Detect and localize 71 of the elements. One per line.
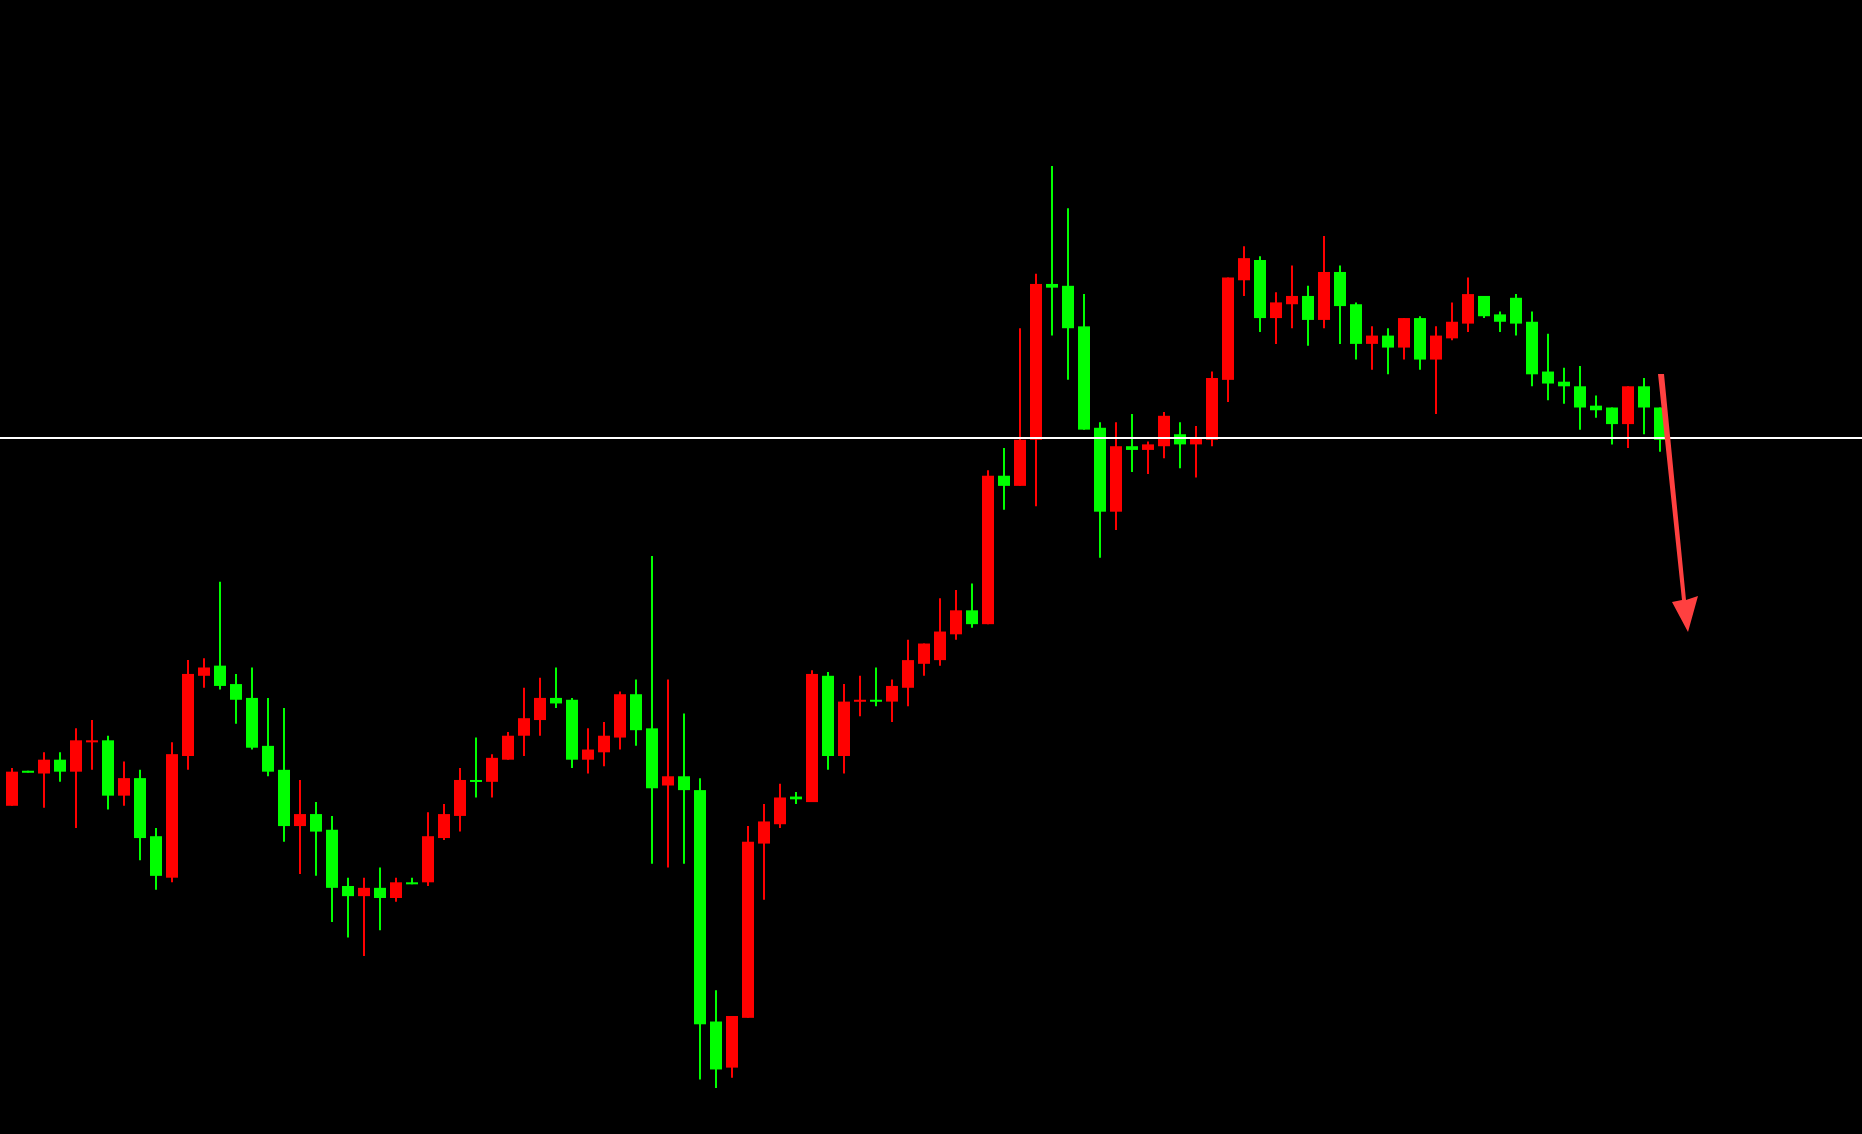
candlestick [1046, 164, 1058, 337]
candlestick [1398, 317, 1410, 361]
candlestick [886, 678, 898, 723]
candlestick [518, 686, 530, 757]
candlestick [1302, 284, 1314, 347]
candlestick [470, 736, 482, 799]
candlestick [342, 876, 354, 939]
candlestick [1126, 412, 1138, 474]
candlestick [118, 760, 130, 807]
candlestick [1270, 291, 1282, 345]
candlestick [1382, 327, 1394, 376]
candlestick [918, 642, 930, 677]
candlestick [1350, 301, 1362, 361]
candlestick [390, 876, 402, 903]
candlestick [1606, 406, 1618, 446]
candlestick [150, 826, 162, 891]
candlestick [1462, 276, 1474, 333]
candlestick [374, 866, 386, 932]
candlestick [1142, 440, 1154, 475]
candlestick [598, 720, 610, 768]
candlestick [1542, 332, 1554, 402]
candlestick [1014, 327, 1026, 487]
candlestick [902, 638, 914, 708]
candlestick [86, 719, 98, 771]
candlestick [950, 589, 962, 641]
candlestick [214, 580, 226, 691]
candlestick [422, 811, 434, 887]
candlestick [1334, 264, 1346, 345]
candlestick [1638, 377, 1650, 436]
candlestick [998, 447, 1010, 511]
candlestick [486, 753, 498, 799]
candlestick [1158, 411, 1170, 460]
candlestick [54, 751, 66, 783]
candlestick [1574, 365, 1586, 431]
candlestick [38, 751, 50, 809]
candlestick [662, 678, 674, 869]
candlestick [710, 989, 722, 1089]
candlestick [1318, 235, 1330, 330]
candlestick [966, 582, 978, 629]
candlestick [934, 597, 946, 667]
candlestick [310, 801, 322, 877]
candlestick [1430, 325, 1442, 415]
candlestick [758, 802, 770, 901]
candlestick [614, 690, 626, 751]
candlestick [262, 696, 274, 778]
candlestick [358, 876, 370, 958]
candlestick [1062, 207, 1074, 381]
candlestick [502, 731, 514, 761]
candlestick [678, 712, 690, 865]
candlestick [1446, 301, 1458, 342]
candlestick [870, 666, 882, 708]
candlestick [854, 674, 866, 718]
candlestick [438, 802, 450, 841]
candlestick [454, 766, 466, 833]
candlestick [1622, 385, 1634, 450]
candlestick [1238, 245, 1250, 297]
candlestick [70, 727, 82, 829]
candlestick [534, 676, 546, 737]
candlestick [6, 766, 18, 807]
candlestick [1414, 315, 1426, 371]
candlestick [294, 778, 306, 876]
candlestick [1366, 325, 1378, 371]
candlestick [230, 672, 242, 725]
candlestick [582, 727, 594, 775]
candlestick [774, 782, 786, 829]
candlestick [198, 657, 210, 689]
candlestick [1510, 293, 1522, 337]
candlestick [550, 666, 562, 710]
candlestick [630, 678, 642, 747]
candlestick [1494, 310, 1506, 333]
candlestick [1286, 264, 1298, 330]
